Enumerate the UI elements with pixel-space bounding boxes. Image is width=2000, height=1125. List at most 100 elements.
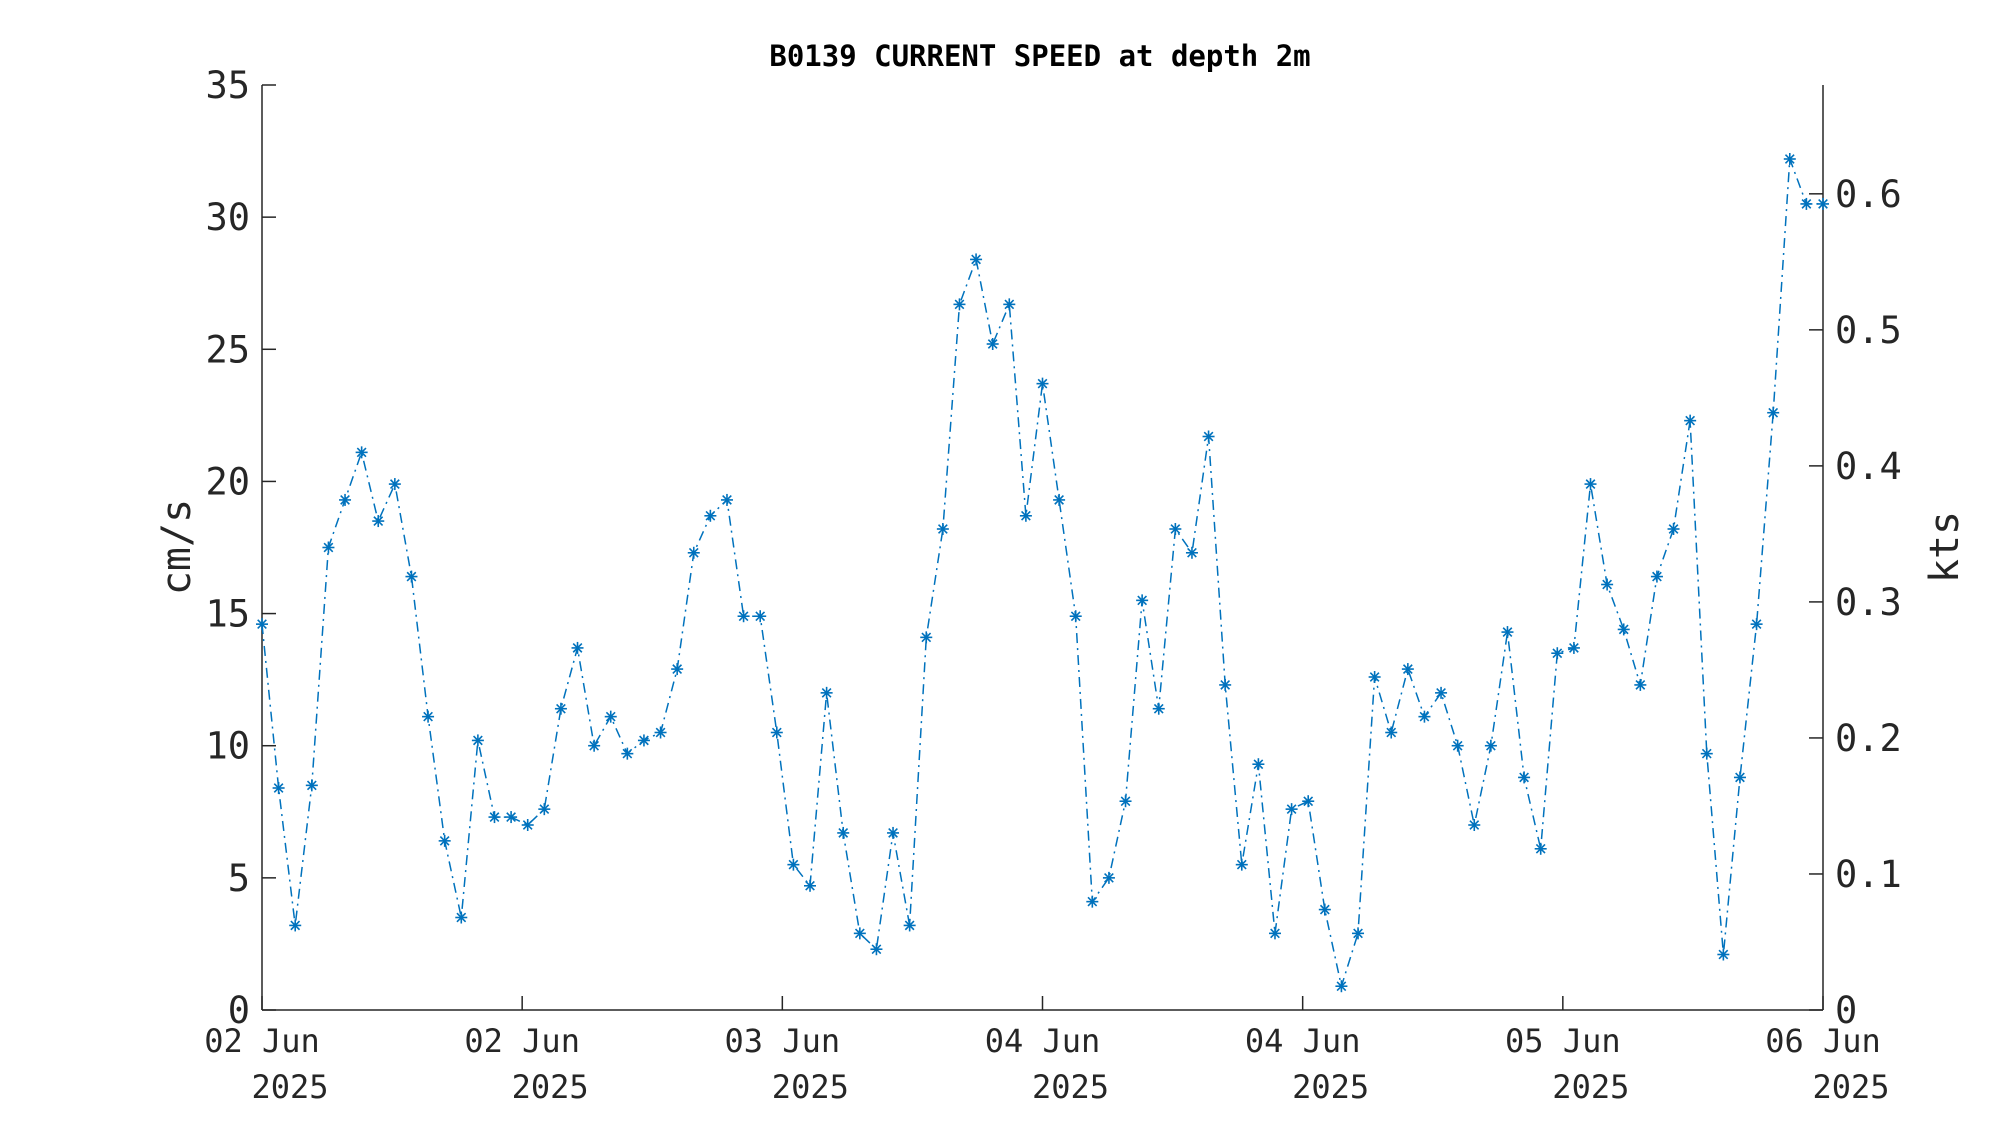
x-tick-label-year: 2025 (1032, 1068, 1109, 1106)
data-point-marker (488, 811, 501, 824)
data-point-marker (1634, 678, 1647, 691)
data-point-marker (1667, 523, 1680, 535)
chart-title: B0139 CURRENT SPEED at depth 2m (769, 39, 1310, 73)
right-y-tick-label: 0.3 (1835, 581, 1902, 624)
data-point-marker (1650, 570, 1663, 583)
data-point-marker (687, 546, 700, 559)
data-point-marker (538, 803, 551, 816)
data-point-marker (654, 726, 667, 739)
data-point-marker (986, 338, 999, 350)
data-point-marker (770, 726, 783, 739)
plot-area (261, 85, 1824, 1011)
data-point-marker (1750, 618, 1763, 631)
right-y-tick-label: 0.1 (1835, 853, 1902, 896)
left-y-ticks: 0 5 10 15 20 25 30 35 (205, 64, 276, 1032)
data-point-marker (787, 858, 800, 871)
data-point-marker (720, 493, 733, 506)
data-point-marker (1352, 927, 1365, 940)
y-tick-label: 0 (228, 989, 250, 1032)
data-point-marker (870, 943, 883, 956)
data-point-marker (289, 919, 302, 932)
y-tick-label: 25 (205, 328, 250, 371)
data-point-marker (1518, 771, 1531, 784)
data-point-marker (621, 747, 634, 760)
data-point-marker (1451, 739, 1464, 752)
data-point-marker (405, 570, 418, 583)
data-point-marker (1019, 509, 1032, 522)
data-point-marker (422, 710, 435, 723)
x-tick-label-day: 04 Jun (985, 1022, 1101, 1060)
x-tick-label-year: 2025 (251, 1068, 328, 1106)
data-point-marker (571, 641, 584, 654)
right-y-tick-label: 0 (1835, 989, 1857, 1032)
data-point-marker (1567, 641, 1580, 654)
data-point-marker (372, 515, 385, 528)
y-tick-label: 10 (205, 725, 250, 768)
data-point-marker (1268, 927, 1281, 940)
right-y-tick-label: 0.4 (1835, 445, 1902, 488)
data-point-marker (920, 631, 933, 644)
data-point-marker (256, 618, 268, 631)
data-point-marker (1534, 842, 1547, 855)
x-tick-label-day: 02 Jun (464, 1022, 580, 1060)
data-point-marker (554, 702, 567, 715)
data-point-marker (1385, 726, 1398, 739)
data-point-marker (1335, 980, 1348, 993)
data-point-marker (322, 541, 335, 554)
data-point-marker (1069, 610, 1082, 623)
data-point-marker (1102, 871, 1115, 884)
right-y-tick-label: 0.2 (1835, 717, 1902, 760)
data-point-marker (820, 686, 833, 699)
x-ticks: 02 Jun 2025 02 Jun 2025 03 Jun 2025 04 Jun 2025… (204, 996, 1890, 1106)
data-point-marker (521, 819, 534, 831)
data-point-marker (1169, 523, 1182, 535)
y-tick-label: 5 (228, 857, 250, 900)
x-tick-label-year: 2025 (1552, 1068, 1629, 1106)
data-point-marker (853, 927, 866, 940)
data-point-marker (1086, 895, 1099, 908)
data-point-marker (1501, 626, 1514, 639)
data-point-marker (1136, 594, 1149, 607)
data-point-marker (339, 493, 352, 506)
data-point-marker (1468, 819, 1481, 831)
x-tick-label-year: 2025 (1812, 1068, 1889, 1106)
right-y-axis-label: kts (1922, 511, 1968, 583)
data-point-marker (887, 826, 900, 839)
series-line (261, 158, 1823, 990)
x-tick-label-day: 03 Jun (725, 1022, 841, 1060)
data-point-marker (1767, 406, 1780, 419)
data-point-marker (804, 879, 817, 892)
data-point-marker (903, 919, 916, 932)
data-point-marker (1584, 478, 1597, 491)
data-point-marker (588, 739, 601, 752)
data-point-marker (1053, 493, 1066, 506)
data-point-marker (1601, 578, 1614, 591)
data-point-marker (1302, 795, 1315, 808)
data-point-marker (1202, 430, 1215, 443)
data-point-marker (1700, 747, 1713, 760)
data-point-marker (1119, 795, 1132, 808)
data-point-marker (970, 253, 983, 266)
x-tick-label-year: 2025 (512, 1068, 589, 1106)
data-point-marker (1152, 702, 1165, 715)
data-point-marker (471, 734, 484, 747)
data-point-marker (737, 610, 750, 623)
x-tick-label-year: 2025 (772, 1068, 849, 1106)
data-point-marker (355, 446, 368, 459)
right-y-tick-label: 0.6 (1835, 173, 1902, 216)
y-tick-label: 15 (205, 593, 250, 636)
data-point-marker (1551, 647, 1564, 660)
data-point-marker (704, 509, 717, 522)
x-tick-label-year: 2025 (1292, 1068, 1369, 1106)
x-tick-label-day: 05 Jun (1505, 1022, 1621, 1060)
data-point-marker (637, 734, 650, 747)
data-point-marker (1617, 623, 1630, 636)
data-point-marker (1817, 197, 1829, 210)
data-point-marker (1252, 758, 1265, 771)
data-point-marker (1401, 663, 1414, 676)
data-point-marker (1285, 803, 1298, 816)
data-point-marker (953, 298, 966, 311)
data-point-marker (1783, 153, 1796, 165)
data-point-marker (1733, 771, 1746, 784)
